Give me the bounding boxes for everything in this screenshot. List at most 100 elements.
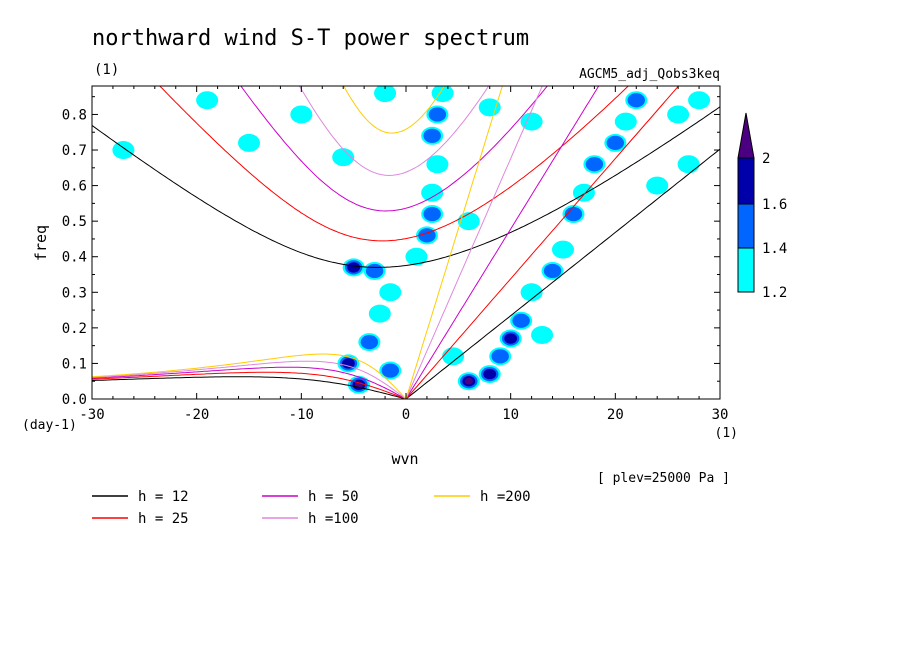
- er-curve-h25: [92, 371, 407, 399]
- contour-patch: [405, 247, 428, 266]
- x-tick-label: 0: [402, 407, 410, 423]
- er-curve-h100: [92, 360, 407, 399]
- contour-patch: [381, 363, 399, 378]
- y-tick-label: 0.2: [62, 321, 87, 337]
- contour-patch: [374, 86, 397, 103]
- contour-patch: [520, 283, 543, 302]
- contour-patch: [428, 107, 447, 122]
- x-axis-label: wvn: [391, 450, 418, 468]
- x-tick-label: -10: [289, 407, 314, 423]
- y-tick-label: 0.1: [62, 356, 87, 372]
- ig-curve-h12: [92, 106, 720, 268]
- y-tick-label: 0.4: [62, 250, 87, 266]
- x-tick-label: 20: [607, 407, 624, 423]
- kelvin-curve-h200: [405, 86, 503, 399]
- y-axis-label: freq: [32, 225, 50, 261]
- colorbar-label: 1.4: [762, 241, 787, 257]
- legend-label-h50: h = 50: [308, 489, 359, 505]
- contour-patch: [365, 263, 384, 279]
- contour-patch: [238, 133, 260, 152]
- contour-patch: [531, 325, 554, 344]
- contour-patch: [290, 105, 313, 124]
- contour-patch: [491, 349, 509, 364]
- contour-patch: [360, 334, 379, 350]
- ig-curve-h50: [240, 86, 548, 212]
- colorbar-segment: [737, 157, 755, 205]
- contour-patch: [332, 148, 355, 167]
- y-tick-label: 0.7: [62, 143, 87, 159]
- contour-patch: [504, 333, 518, 344]
- x-tick-label: 30: [712, 407, 729, 423]
- contour-patch: [564, 206, 583, 222]
- contour-patch: [379, 283, 402, 302]
- contour-patch: [614, 112, 637, 131]
- contour-patch: [464, 377, 473, 385]
- er-curve-h12: [92, 376, 407, 399]
- colorbar-label: 1.6: [762, 197, 787, 213]
- colorbar-label: 1.2: [762, 285, 787, 301]
- colorbar-segment: [737, 203, 755, 249]
- x-tick-label: 10: [502, 407, 519, 423]
- colorbar-label: 2: [762, 151, 770, 167]
- contour-patch: [688, 91, 711, 110]
- y-axis: 0.0 0.1 0.2 0.3 0.4 0.5 0.6 0.7 0.8: [62, 96, 720, 408]
- contour-patch: [423, 206, 441, 222]
- y-unit-label: (day-1): [22, 418, 77, 433]
- contour-patch: [677, 155, 700, 174]
- contour-fill-layer: [112, 86, 711, 394]
- legend-label-h100: h =100: [308, 511, 359, 527]
- chart-subtitle-left: (1): [94, 62, 119, 78]
- y-tick-label: 0.0: [62, 392, 87, 408]
- contour-patch: [196, 91, 219, 110]
- contour-patch: [606, 135, 625, 151]
- kelvin-curve-h12: [405, 148, 720, 399]
- contour-patch: [347, 262, 361, 273]
- x-axis: -30 -20 -10 0 10 20 30: [79, 86, 728, 423]
- contour-patch: [585, 157, 604, 172]
- chart-subtitle-right: AGCM5_adj_Qobs3keq: [579, 67, 720, 82]
- y-tick-label: 0.3: [62, 285, 87, 301]
- contour-patch: [421, 183, 444, 202]
- plot-frame: [91, 85, 721, 400]
- contour-patch: [342, 358, 355, 369]
- kelvin-curve-h50: [405, 86, 600, 399]
- contour-patch: [112, 141, 135, 160]
- x-unit-label: (1): [715, 426, 738, 441]
- er-curve-h50: [92, 366, 407, 399]
- contour-patch: [667, 105, 690, 124]
- y-tick-label: 0.5: [62, 214, 87, 230]
- colorbar: 1.2 1.4 1.6 2: [737, 112, 787, 301]
- ig-curve-h200: [343, 86, 445, 134]
- contour-patch: [646, 176, 669, 195]
- chart-title: northward wind S-T power spectrum: [92, 26, 529, 51]
- contour-patch: [627, 93, 645, 108]
- plev-annotation: [ plev=25000 Pa ]: [597, 471, 730, 486]
- x-tick-label: -30: [79, 407, 104, 423]
- contour-patch: [426, 155, 449, 174]
- ig-curve-h100: [298, 86, 490, 176]
- colorbar-segment: [737, 247, 755, 293]
- legend-label-h25: h = 25: [138, 511, 189, 527]
- contour-patch: [520, 112, 543, 131]
- contour-patch: [543, 263, 562, 279]
- contour-patch: [483, 368, 497, 380]
- y-tick-label: 0.8: [62, 107, 87, 123]
- y-tick-label: 0.6: [62, 179, 87, 195]
- legend-label-h12: h = 12: [138, 489, 189, 505]
- contour-patch: [442, 347, 465, 366]
- contour-patch: [478, 98, 501, 117]
- x-tick-label: -20: [184, 407, 209, 423]
- contour-patch: [431, 86, 454, 103]
- contour-patch: [423, 128, 441, 143]
- er-curve-h200: [92, 353, 407, 399]
- kelvin-curve-h100: [405, 86, 543, 399]
- colorbar-arrow: [737, 112, 755, 159]
- contour-patch: [368, 304, 391, 323]
- ig-curve-h25: [159, 86, 630, 242]
- contour-patch: [512, 313, 530, 328]
- legend: h = 12 h = 25 h = 50 h =100 h =200: [92, 489, 531, 527]
- legend-label-h200: h =200: [480, 489, 531, 505]
- contour-patch: [552, 240, 574, 259]
